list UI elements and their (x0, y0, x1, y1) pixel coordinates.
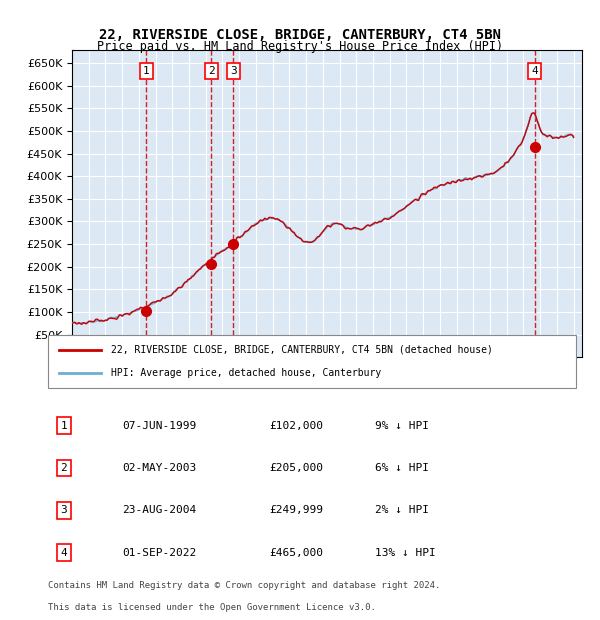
Text: 9% ↓ HPI: 9% ↓ HPI (376, 420, 430, 430)
Text: £205,000: £205,000 (270, 463, 324, 473)
FancyBboxPatch shape (48, 335, 576, 388)
Text: 4: 4 (61, 547, 67, 558)
Text: 1: 1 (143, 66, 149, 76)
Text: 1: 1 (61, 420, 67, 430)
Text: Price paid vs. HM Land Registry's House Price Index (HPI): Price paid vs. HM Land Registry's House … (97, 40, 503, 53)
Text: 3: 3 (230, 66, 237, 76)
Text: 3: 3 (61, 505, 67, 515)
Text: 01-SEP-2022: 01-SEP-2022 (122, 547, 196, 558)
Text: £249,999: £249,999 (270, 505, 324, 515)
Text: 2: 2 (208, 66, 215, 76)
Text: 2% ↓ HPI: 2% ↓ HPI (376, 505, 430, 515)
Text: 23-AUG-2004: 23-AUG-2004 (122, 505, 196, 515)
Text: 02-MAY-2003: 02-MAY-2003 (122, 463, 196, 473)
Text: 22, RIVERSIDE CLOSE, BRIDGE, CANTERBURY, CT4 5BN (detached house): 22, RIVERSIDE CLOSE, BRIDGE, CANTERBURY,… (112, 345, 493, 355)
Text: 22, RIVERSIDE CLOSE, BRIDGE, CANTERBURY, CT4 5BN: 22, RIVERSIDE CLOSE, BRIDGE, CANTERBURY,… (99, 28, 501, 42)
Text: 13% ↓ HPI: 13% ↓ HPI (376, 547, 436, 558)
Text: 4: 4 (532, 66, 538, 76)
Text: 07-JUN-1999: 07-JUN-1999 (122, 420, 196, 430)
Text: £465,000: £465,000 (270, 547, 324, 558)
Text: This data is licensed under the Open Government Licence v3.0.: This data is licensed under the Open Gov… (48, 603, 376, 612)
Text: 6% ↓ HPI: 6% ↓ HPI (376, 463, 430, 473)
Text: 2: 2 (61, 463, 67, 473)
Text: HPI: Average price, detached house, Canterbury: HPI: Average price, detached house, Cant… (112, 368, 382, 378)
Text: Contains HM Land Registry data © Crown copyright and database right 2024.: Contains HM Land Registry data © Crown c… (48, 582, 440, 590)
Text: £102,000: £102,000 (270, 420, 324, 430)
